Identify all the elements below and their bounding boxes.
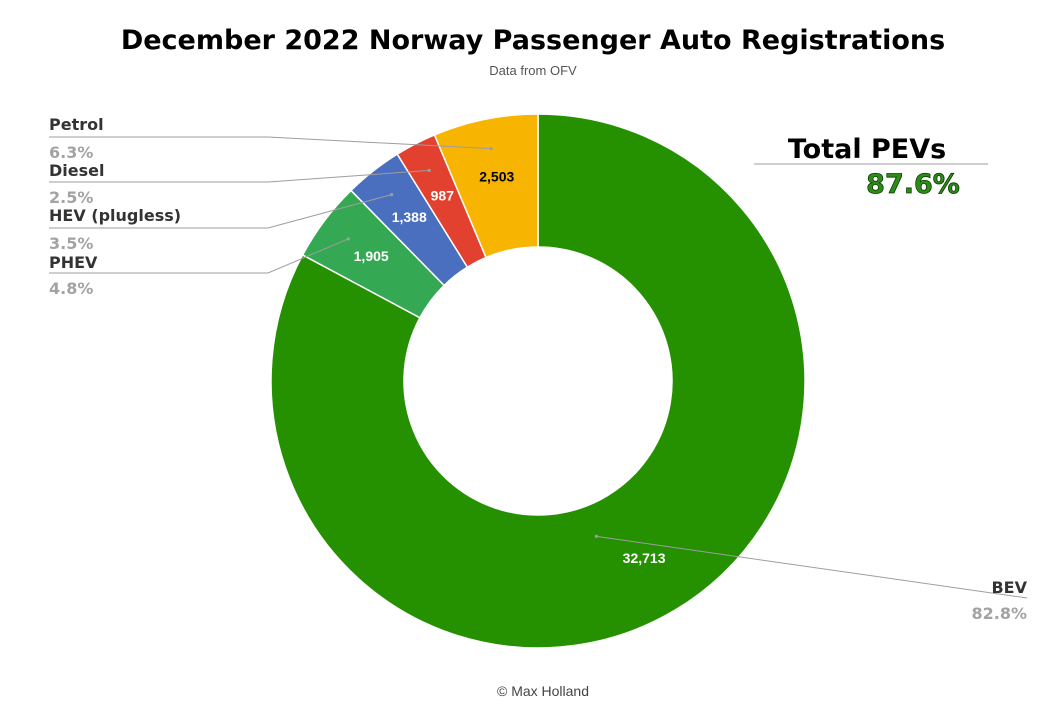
total-pevs-value: 87.6% (866, 169, 960, 200)
category-labels: BEV 82.8% PHEV 4.8% HEV (plugless) 3.5% Diesel… (49, 115, 1028, 623)
value-label-phev: 1,905 (354, 248, 389, 264)
percent-label-petrol: 6.3% (49, 143, 93, 162)
value-label-hev-plugless: 1,388 (392, 209, 427, 225)
leader-dot-diesel (427, 168, 431, 173)
category-label-phev: PHEV (49, 253, 98, 272)
leader-dot-hev-plugless (390, 192, 394, 197)
leader-line-bev (596, 535, 1028, 599)
category-label-petrol: Petrol (49, 115, 104, 134)
leader-line-hev-plugless (49, 194, 392, 229)
leader-line-petrol (49, 136, 492, 150)
category-label-hev-plugless: HEV (plugless) (49, 206, 181, 225)
chart-title: December 2022 Norway Passenger Auto Regi… (121, 25, 945, 56)
percent-label-hev-plugless: 3.5% (49, 234, 93, 253)
slice-bev (270, 113, 806, 649)
slice-petrol (433, 113, 539, 259)
chart-subtitle: Data from OFV (489, 63, 577, 78)
value-label-diesel: 987 (431, 188, 455, 204)
total-pevs-label: Total PEVs (788, 134, 946, 165)
leader-line-diesel (49, 169, 430, 183)
category-label-diesel: Diesel (49, 161, 104, 180)
leader-line-phev (49, 238, 349, 274)
leader-lines (49, 136, 1028, 599)
percent-label-phev: 4.8% (49, 279, 93, 298)
percent-label-bev: 82.8% (971, 604, 1027, 623)
percent-label-diesel: 2.5% (49, 188, 93, 207)
donut-slices (270, 113, 806, 649)
value-label-bev: 32,713 (623, 550, 666, 566)
category-label-bev: BEV (991, 578, 1027, 597)
credit-text: © Max Holland (497, 683, 589, 699)
value-label-petrol: 2,503 (479, 169, 514, 185)
